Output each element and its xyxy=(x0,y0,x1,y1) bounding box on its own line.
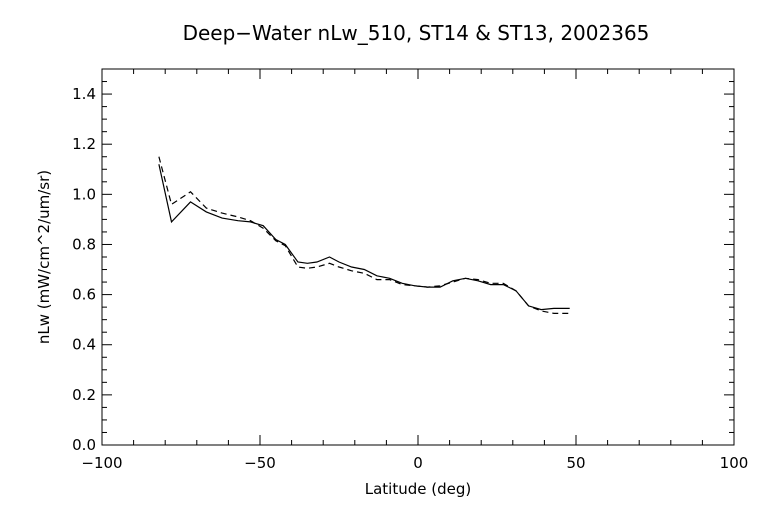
y-tick-label: 0.0 xyxy=(72,436,96,454)
y-tick-label: 1.4 xyxy=(72,85,96,103)
x-tick-label: 100 xyxy=(720,454,749,472)
x-tick-label: 50 xyxy=(566,454,585,472)
y-tick-label: 0.4 xyxy=(72,336,96,354)
plot-frame xyxy=(101,68,735,446)
chart-title: Deep−Water nLw_510, ST14 & ST13, 2002365 xyxy=(183,21,650,45)
series-line-dashed xyxy=(158,156,570,314)
y-tick-label: 0.6 xyxy=(72,286,96,304)
series-group xyxy=(158,156,570,314)
x-tick-label: −100 xyxy=(81,454,122,472)
y-tick-label: 0.2 xyxy=(72,386,96,404)
y-tick-label: 1.0 xyxy=(72,185,96,203)
y-tick-label: 1.2 xyxy=(72,135,96,153)
axis-tick-labels: −100 −50 0 50 100 0.0 0.2 0.4 0.6 0.8 1.0 1.2 1.4 xyxy=(72,85,748,472)
x-tick-label: −50 xyxy=(244,454,276,472)
x-axis-label: Latitude (deg) xyxy=(365,480,471,498)
axis-ticks xyxy=(101,68,735,446)
x-tick-label: 0 xyxy=(413,454,423,472)
series-line-solid xyxy=(158,164,570,311)
y-axis-label: nLw (mW/cm^2/um/sr) xyxy=(35,170,53,344)
y-tick-label: 0.8 xyxy=(72,235,96,253)
